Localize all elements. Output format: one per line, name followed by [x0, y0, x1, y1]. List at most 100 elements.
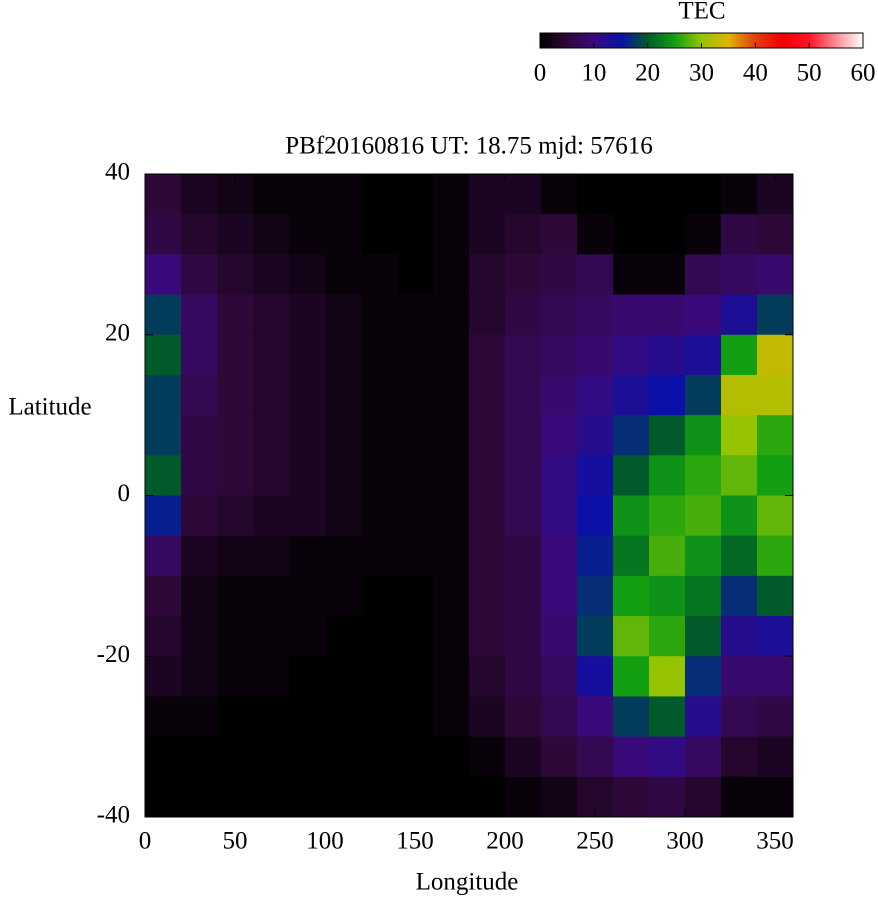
- heatmap-cell: [361, 575, 398, 617]
- heatmap-cell: [217, 575, 254, 617]
- heatmap-cell: [541, 254, 578, 296]
- heatmap-cell: [757, 214, 794, 255]
- heatmap-cell: [217, 616, 254, 657]
- heatmap-cell: [613, 254, 650, 296]
- heatmap-cell: [181, 334, 218, 376]
- heatmap-cell: [721, 696, 758, 738]
- x-tick-label: 350: [756, 828, 794, 855]
- x-tick-label: 200: [486, 828, 524, 855]
- heatmap-cell: [361, 415, 398, 456]
- heatmap-cell: [181, 374, 218, 416]
- heatmap-cell: [721, 656, 758, 697]
- heatmap-cell: [721, 736, 758, 778]
- heatmap-cell: [721, 374, 758, 416]
- heatmap-cell: [397, 214, 434, 255]
- heatmap-cell: [649, 174, 686, 215]
- heatmap-cell: [325, 174, 362, 215]
- heatmap-cell: [541, 294, 578, 336]
- heatmap-cell: [289, 214, 326, 255]
- heatmap-cell: [541, 616, 578, 657]
- heatmap-cell: [433, 214, 470, 255]
- heatmap-cell: [577, 535, 614, 577]
- heatmap-cell: [253, 535, 290, 577]
- heatmap-cell: [253, 776, 290, 818]
- heatmap-cell: [505, 294, 542, 336]
- heatmap-cell: [577, 374, 614, 416]
- heatmap-cell: [361, 535, 398, 577]
- heatmap-cell: [217, 334, 254, 376]
- heatmap-cell: [289, 415, 326, 456]
- colorbar-tick-label: 50: [797, 60, 822, 87]
- heatmap-cell: [541, 174, 578, 215]
- heatmap-cell: [145, 254, 182, 296]
- heatmap-cell: [397, 616, 434, 657]
- heatmap-cell: [181, 294, 218, 336]
- heatmap-cell: [289, 334, 326, 376]
- heatmap-cell: [649, 374, 686, 416]
- heatmap-cell: [577, 334, 614, 376]
- heatmap-cell: [469, 696, 506, 738]
- heatmap-cell: [145, 736, 182, 778]
- heatmap-cell: [325, 334, 362, 376]
- heatmap-cell: [685, 776, 722, 818]
- heatmap-cell: [361, 776, 398, 818]
- heatmap-cell: [145, 696, 182, 738]
- heatmap-cell: [577, 214, 614, 255]
- heatmap-cell: [145, 214, 182, 255]
- heatmap-cell: [757, 415, 794, 456]
- heatmap-cell: [685, 575, 722, 617]
- heatmap-cell: [577, 455, 614, 496]
- heatmap-cell: [253, 374, 290, 416]
- heatmap-cell: [433, 616, 470, 657]
- colorbar-tick-label: 10: [581, 60, 606, 87]
- heatmap-cell: [505, 455, 542, 496]
- heatmap-cell: [469, 656, 506, 697]
- heatmap-cell: [361, 616, 398, 657]
- heatmap-cell: [361, 254, 398, 296]
- heatmap-cell: [721, 214, 758, 255]
- heatmap-cell: [469, 455, 506, 496]
- heatmap-cell: [613, 535, 650, 577]
- heatmap-cell: [397, 736, 434, 778]
- heatmap-cell: [361, 736, 398, 778]
- heatmap-cell: [577, 736, 614, 778]
- heatmap-cell: [253, 214, 290, 255]
- heatmap-cell: [397, 495, 434, 537]
- heatmap-cell: [145, 776, 182, 818]
- y-tick-label: 40: [105, 159, 130, 186]
- heatmap-cell: [757, 254, 794, 296]
- heatmap-cell: [181, 575, 218, 617]
- heatmap-cell: [433, 374, 470, 416]
- heatmap-cell: [469, 575, 506, 617]
- heatmap-cell: [541, 455, 578, 496]
- heatmap-cell: [181, 776, 218, 818]
- heatmap-cell: [397, 254, 434, 296]
- colorbar-tick-label: 40: [743, 60, 768, 87]
- heatmap-cell: [613, 214, 650, 255]
- heatmap-cell: [613, 616, 650, 657]
- heatmap-cell: [469, 174, 506, 215]
- heatmap-cell: [397, 535, 434, 577]
- heatmap-cell: [469, 294, 506, 336]
- heatmap-cell: [397, 656, 434, 697]
- heatmap-cell: [361, 214, 398, 255]
- heatmap-cell: [253, 174, 290, 215]
- heatmap-cell: [505, 495, 542, 537]
- heatmap-cell: [721, 455, 758, 496]
- heatmap-cell: [685, 415, 722, 456]
- heatmap-cell: [253, 575, 290, 617]
- heatmap-cell: [757, 616, 794, 657]
- heatmap-cell: [685, 616, 722, 657]
- heatmap-cell: [757, 656, 794, 697]
- heatmap-cell: [325, 495, 362, 537]
- heatmap-cell: [397, 575, 434, 617]
- heatmap-cell: [577, 294, 614, 336]
- heatmap-cell: [685, 174, 722, 215]
- heatmap-cell: [145, 415, 182, 456]
- heatmap-cell: [505, 535, 542, 577]
- heatmap-cell: [325, 776, 362, 818]
- heatmap-cell: [217, 455, 254, 496]
- heatmap-cell: [613, 696, 650, 738]
- colorbar-label: TEC: [678, 0, 725, 25]
